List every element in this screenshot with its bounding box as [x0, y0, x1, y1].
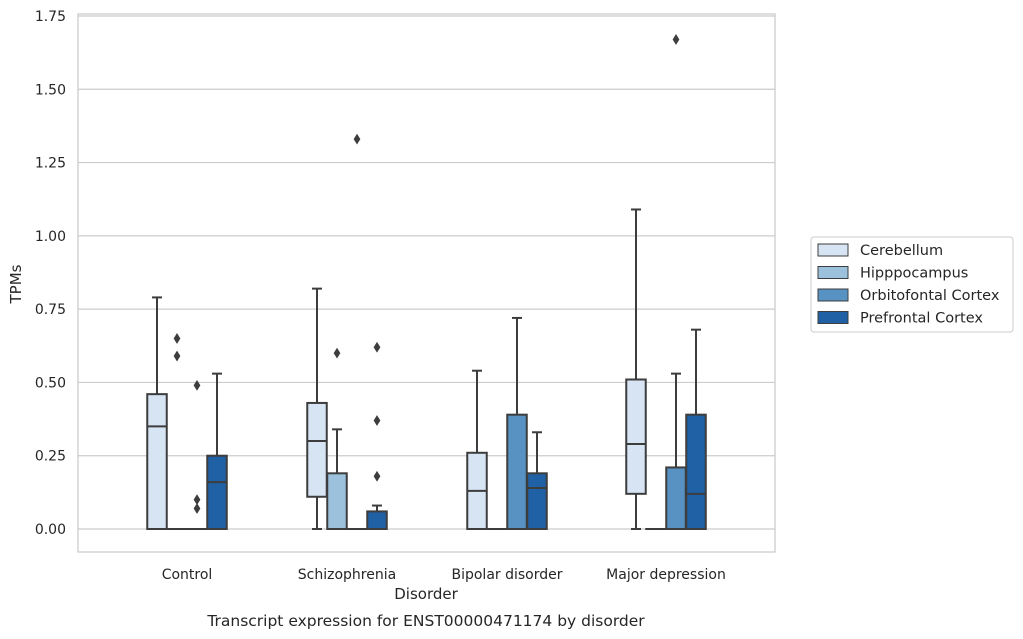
y-tick-label: 1.75	[35, 9, 66, 25]
series-3	[206, 328, 707, 531]
legend-swatch	[817, 311, 849, 324]
box-body	[206, 454, 228, 531]
box-2	[526, 431, 548, 530]
y-tick-label: 0.00	[35, 522, 66, 538]
outlier-point	[193, 503, 201, 514]
box-1	[366, 341, 388, 531]
box-1	[306, 287, 328, 530]
box-body	[526, 472, 548, 530]
outlier-point	[353, 133, 361, 145]
outlier-point	[373, 341, 381, 353]
box-3	[665, 34, 687, 531]
legend-entry-label: Prefrontal Cortex	[860, 311, 983, 327]
y-tick-label: 0.25	[35, 449, 66, 465]
series-1	[166, 333, 667, 531]
outlier-point	[173, 333, 181, 344]
box-1	[346, 133, 368, 531]
legend-frame	[810, 236, 1014, 333]
x-tick-label: Control	[162, 567, 213, 583]
x-axis-label: Disorder	[394, 585, 458, 603]
y-tick-label: 0.50	[35, 375, 66, 391]
y-tick-label: 1.25	[35, 156, 66, 172]
outlier-point	[333, 347, 341, 359]
gridlines	[78, 15, 775, 530]
legend-entry-label: Orbitofontal Cortex	[860, 288, 1000, 304]
legend-swatch	[817, 266, 849, 279]
y-tick-label: 1.00	[35, 229, 66, 245]
legend-entry-label: Cerebellum	[860, 243, 943, 259]
box-3	[685, 328, 707, 530]
box-series	[146, 34, 707, 531]
legend-swatch	[817, 243, 849, 257]
box-0	[206, 372, 228, 531]
plot-area-frame	[77, 13, 776, 553]
box-body	[506, 413, 528, 530]
legend: Cerebellum Hipppocampus Orbitofontal Corte…	[810, 236, 1014, 333]
legend-swatch	[817, 288, 849, 302]
box-0	[146, 296, 168, 531]
box-body	[366, 510, 388, 531]
y-axis-label: TPMs	[7, 264, 25, 304]
y-axis-ticks: 0.00 0.25 0.50 0.75 1.00 1.25 1.50 1.75	[35, 9, 66, 538]
outlier-point	[173, 350, 181, 362]
box-0	[186, 379, 208, 531]
outlier-point	[672, 34, 680, 45]
x-tick-label: Schizophrenia	[298, 567, 396, 583]
legend-entry-label: Hipppocampus	[860, 266, 968, 282]
box-2	[466, 369, 488, 531]
box-body	[665, 466, 687, 531]
chart-caption: Transcript expression for ENST0000047117…	[206, 612, 645, 630]
box-2	[506, 316, 528, 530]
box-body	[625, 378, 647, 495]
box-body	[685, 413, 707, 530]
box-3	[625, 208, 647, 530]
series-0	[146, 208, 647, 531]
outlier-point	[193, 379, 201, 391]
x-tick-label: Major depression	[606, 567, 726, 583]
box-body	[326, 472, 348, 530]
y-tick-label: 1.50	[35, 82, 66, 98]
x-axis-ticks: Control Schizophrenia Bipolar disorder Majo…	[162, 567, 726, 583]
x-tick-label: Bipolar disorder	[451, 567, 562, 583]
box-body	[146, 393, 168, 531]
outlier-point	[373, 415, 381, 426]
box-1	[326, 347, 348, 530]
y-tick-label: 0.75	[35, 302, 66, 318]
outlier-point	[373, 470, 381, 482]
series-2	[186, 34, 687, 531]
box-body	[306, 401, 328, 498]
outlier-point	[193, 494, 201, 506]
box-0	[166, 333, 188, 531]
